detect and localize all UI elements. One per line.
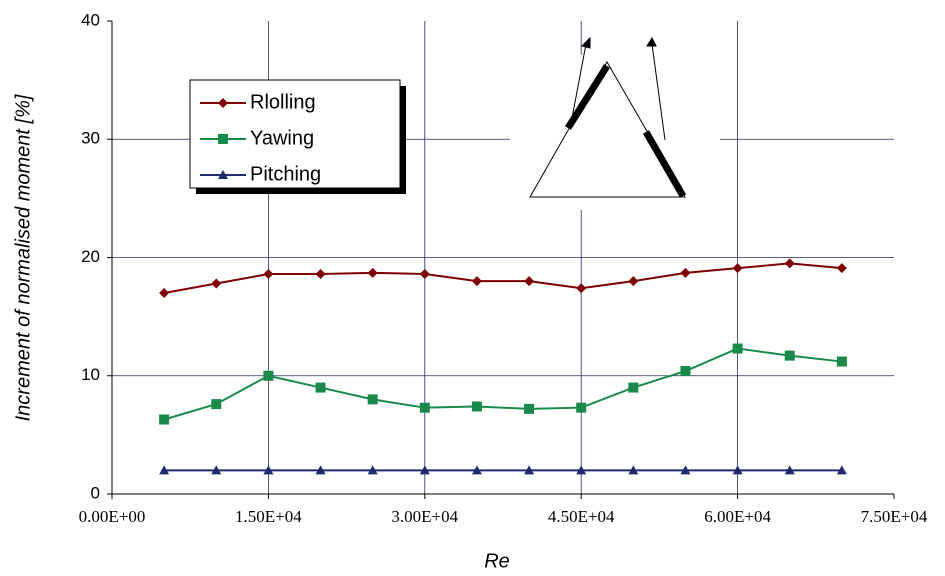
series-line <box>164 349 842 420</box>
marker <box>733 344 743 354</box>
y-axis-label: Increment of normalised moment [%] <box>12 94 34 421</box>
marker <box>472 276 482 286</box>
x-tick-label: 7.50E+04 <box>861 507 928 526</box>
marker <box>785 351 795 361</box>
marker <box>680 268 690 278</box>
marker <box>733 263 743 273</box>
marker <box>368 268 378 278</box>
marker <box>785 258 795 268</box>
marker <box>628 383 638 393</box>
marker <box>263 371 273 381</box>
marker <box>263 269 273 279</box>
marker <box>218 134 228 144</box>
marker <box>472 401 482 411</box>
marker <box>837 357 847 367</box>
marker <box>368 394 378 404</box>
x-tick-label: 3.00E+04 <box>391 507 458 526</box>
x-tick-label: 0.00E+00 <box>79 507 146 526</box>
marker <box>316 383 326 393</box>
marker <box>524 276 534 286</box>
y-tick-label: 40 <box>81 10 100 29</box>
y-tick-label: 0 <box>91 483 100 502</box>
legend-label: Yawing <box>250 127 314 149</box>
x-tick-label: 6.00E+04 <box>704 507 771 526</box>
legend-label: Rlolling <box>250 91 316 113</box>
x-tick-label: 4.50E+04 <box>548 507 615 526</box>
x-tick-label: 1.50E+04 <box>235 507 302 526</box>
chart: Re Increment of normalised moment [%] 0 1… <box>0 0 945 576</box>
marker <box>420 403 430 413</box>
y-tick-label: 20 <box>81 247 100 266</box>
marker <box>159 415 169 425</box>
marker <box>316 269 326 279</box>
marker <box>628 276 638 286</box>
marker <box>211 399 221 409</box>
marker <box>524 404 534 414</box>
inset-background <box>510 55 720 210</box>
marker <box>576 283 586 293</box>
marker <box>576 403 586 413</box>
legend-label: Pitching <box>250 163 321 185</box>
x-axis-label: Re <box>484 550 510 572</box>
y-tick-label: 30 <box>81 129 100 148</box>
marker <box>837 263 847 273</box>
marker <box>211 279 221 289</box>
marker <box>159 288 169 298</box>
marker <box>420 269 430 279</box>
y-tick-label: 10 <box>81 365 100 384</box>
marker <box>680 366 690 376</box>
